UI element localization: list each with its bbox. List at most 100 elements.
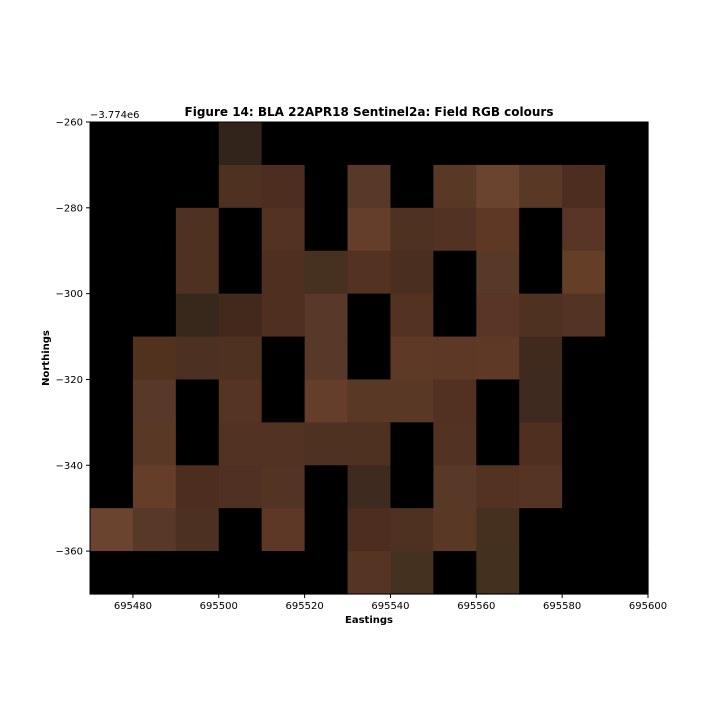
heatmap-cell bbox=[218, 250, 263, 295]
heatmap-cell bbox=[519, 293, 563, 338]
heatmap-cell bbox=[304, 122, 349, 166]
heatmap-cell bbox=[132, 293, 177, 338]
heatmap-cell bbox=[433, 250, 477, 295]
x-axis-ticks: 695480 695500 695520 695540 695560 695580 6956… bbox=[114, 594, 667, 612]
heatmap-cell bbox=[519, 379, 563, 423]
heatmap-cell bbox=[90, 551, 134, 595]
heatmap-cell bbox=[175, 122, 220, 166]
heatmap-cell bbox=[390, 336, 434, 381]
heatmap-cell bbox=[562, 379, 606, 423]
heatmap-cell bbox=[433, 422, 477, 466]
heatmap-cell bbox=[433, 379, 477, 423]
heatmap-cell bbox=[390, 551, 434, 595]
heatmap-cell bbox=[347, 465, 392, 509]
y-tick-label: −320 bbox=[56, 375, 83, 386]
heatmap-cell bbox=[304, 508, 349, 552]
heatmap-cell bbox=[605, 422, 649, 466]
heatmap-cell bbox=[175, 293, 220, 338]
heatmap-cell bbox=[261, 336, 306, 381]
heatmap-cell bbox=[519, 508, 563, 552]
heatmap-cell bbox=[519, 207, 563, 252]
plot-frame bbox=[89, 121, 649, 595]
heatmap-cell bbox=[175, 379, 220, 423]
heatmap-cell bbox=[218, 207, 263, 252]
heatmap-cell bbox=[90, 379, 134, 423]
heatmap-cell bbox=[476, 508, 520, 552]
heatmap-cell bbox=[175, 250, 220, 295]
heatmap-cell bbox=[90, 508, 134, 552]
heatmap-cell bbox=[218, 422, 263, 466]
x-tick-label: 695560 bbox=[457, 601, 495, 612]
heatmap-cell bbox=[90, 336, 134, 381]
heatmap-cell bbox=[132, 551, 177, 595]
y-tick-label: −300 bbox=[56, 289, 83, 300]
heatmap-cell bbox=[605, 293, 649, 338]
heatmap-cell bbox=[390, 207, 434, 252]
heatmap-cell bbox=[261, 293, 306, 338]
heatmap-cell bbox=[175, 207, 220, 252]
heatmap-cell bbox=[562, 422, 606, 466]
heatmap-cell bbox=[605, 250, 649, 295]
heatmap-cell bbox=[476, 379, 520, 423]
heatmap-cell bbox=[562, 293, 606, 338]
heatmap-cell bbox=[605, 465, 649, 509]
heatmap-cell bbox=[390, 122, 434, 166]
heatmap-cell bbox=[562, 465, 606, 509]
heatmap-cell bbox=[605, 122, 649, 166]
heatmap-cell bbox=[304, 164, 349, 209]
heatmap-cell bbox=[132, 379, 177, 423]
heatmap-cell bbox=[175, 422, 220, 466]
heatmap-cell bbox=[90, 422, 134, 466]
heatmap-cell bbox=[261, 551, 306, 595]
x-tick-label: 695480 bbox=[114, 601, 152, 612]
y-axis-offset-label: −3.774e6 bbox=[90, 110, 140, 121]
heatmap-cell bbox=[90, 465, 134, 509]
heatmap-cell bbox=[132, 422, 177, 466]
heatmap-cell bbox=[476, 293, 520, 338]
heatmap-cell bbox=[90, 122, 134, 166]
heatmap-cell bbox=[433, 122, 477, 166]
x-tick-label: 695580 bbox=[543, 601, 581, 612]
heatmap-cell bbox=[433, 164, 477, 209]
heatmap-cell bbox=[605, 508, 649, 552]
heatmap-cell bbox=[218, 164, 263, 209]
heatmap-cell bbox=[562, 508, 606, 552]
x-axis-label: Eastings bbox=[345, 615, 393, 626]
chart-title: Figure 14: BLA 22APR18 Sentinel2a: Field… bbox=[185, 105, 554, 119]
heatmap-cell bbox=[132, 336, 177, 381]
heatmap-cell bbox=[562, 551, 606, 595]
heatmap-cell bbox=[90, 164, 134, 209]
heatmap-cell bbox=[476, 465, 520, 509]
heatmap-cell bbox=[390, 422, 434, 466]
y-tick-label: −260 bbox=[56, 118, 83, 129]
heatmap-cell bbox=[390, 293, 434, 338]
heatmap-cell bbox=[519, 164, 563, 209]
heatmap-cell bbox=[132, 164, 177, 209]
heatmap-cell bbox=[218, 293, 263, 338]
heatmap-cell bbox=[261, 508, 306, 552]
y-axis-ticks: −260 −280 −300 −320 −340 −360 bbox=[56, 118, 90, 558]
heatmap-cell bbox=[175, 336, 220, 381]
x-tick-label: 695500 bbox=[200, 601, 238, 612]
heatmap-cell bbox=[175, 508, 220, 552]
heatmap-cell bbox=[90, 207, 134, 252]
heatmap-cell bbox=[347, 293, 392, 338]
heatmap-cell bbox=[132, 122, 177, 166]
heatmap-cell bbox=[519, 336, 563, 381]
heatmap-cell bbox=[261, 422, 306, 466]
y-axis-label: Northings bbox=[41, 330, 52, 386]
heatmap-cell bbox=[605, 207, 649, 252]
heatmap-cell bbox=[347, 250, 392, 295]
heatmap-cell bbox=[261, 122, 306, 166]
heatmap-cell bbox=[218, 379, 263, 423]
heatmap-cell bbox=[562, 122, 606, 166]
heatmap-cell bbox=[304, 250, 349, 295]
y-tick-label: −360 bbox=[56, 547, 83, 558]
heatmap-cell bbox=[519, 122, 563, 166]
heatmap-cell bbox=[433, 508, 477, 552]
y-tick-label: −340 bbox=[56, 461, 83, 472]
heatmap-cell bbox=[605, 336, 649, 381]
x-tick-label: 695600 bbox=[629, 601, 667, 612]
heatmap-cell bbox=[433, 336, 477, 381]
